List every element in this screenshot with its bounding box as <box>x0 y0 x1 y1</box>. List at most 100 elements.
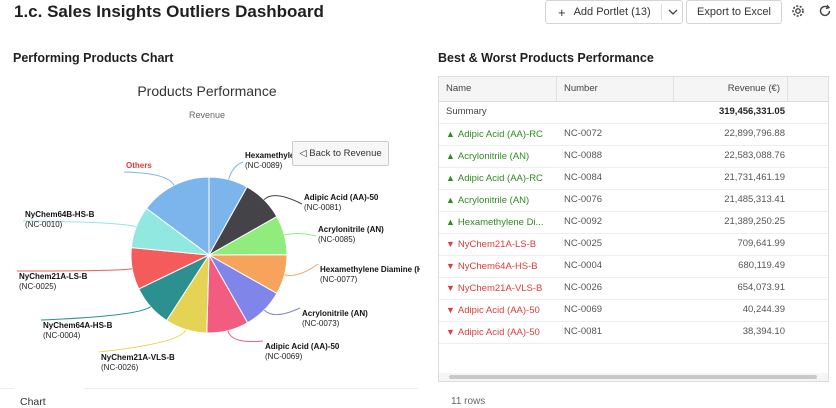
add-portlet-label: Add Portlet (13) <box>573 6 651 18</box>
summary-revenue: 319,456,331.05 <box>718 106 785 117</box>
pie-label-number: (NC-0085) <box>318 235 356 244</box>
row-revenue: 38,394.10 <box>742 326 785 337</box>
table-row[interactable]: ▲ Acrylonitrile (AN) NC-0088 22,583,088.76 <box>439 145 828 168</box>
row-name: ▼ Adipic Acid (AA)-50 <box>446 299 558 321</box>
pie-label-name[interactable]: Others <box>126 161 152 170</box>
gear-icon[interactable] <box>791 4 805 21</box>
row-number: NC-0076 <box>564 194 603 205</box>
triangle-up-icon: ▲ <box>446 217 455 227</box>
table-row[interactable]: ▲ Adipic Acid (AA)-RC NC-0072 22,899,796.88 <box>439 123 828 146</box>
triangle-down-icon: ▼ <box>446 305 455 315</box>
row-number: NC-0026 <box>564 282 603 293</box>
table-row[interactable]: ▼ NyChem21A-LS-B NC-0025 709,641.99 <box>439 233 828 256</box>
triangle-up-icon: ▲ <box>446 129 455 139</box>
row-name-text: Acrylonitrile (AN) <box>457 151 530 162</box>
pie-connector-line <box>263 195 303 205</box>
pie-label-name: Hexamethylene Diamine (HMD) <box>320 265 420 274</box>
column-header-name[interactable]: Name <box>439 77 557 101</box>
row-name-text: Adipic Acid (AA)-RC <box>457 129 543 140</box>
pie-chart: Products Performance Revenue Hexamethyle… <box>16 83 420 372</box>
row-name-text: NyChem64A-HS-B <box>457 261 538 272</box>
triangle-up-icon: ▲ <box>446 151 455 161</box>
table-row[interactable]: ▲ Acrylonitrile (AN) NC-0076 21,485,313.41 <box>439 189 828 212</box>
horizontal-scrollbar[interactable] <box>439 373 828 381</box>
table-row[interactable]: ▲ Adipic Acid (AA)-RC NC-0084 21,731,461.19 <box>439 167 828 190</box>
triangle-down-icon: ▼ <box>446 283 455 293</box>
row-name-text: Acrylonitrile (AN) <box>457 195 530 206</box>
pie-connector-line <box>98 329 187 353</box>
pie-connector-line <box>284 232 317 237</box>
pie-label-name: Adipic Acid (AA)-50 <box>304 193 379 202</box>
pie-connector-line <box>40 306 151 321</box>
pie-connector-line <box>16 268 133 272</box>
triangle-down-icon: ▼ <box>446 327 455 337</box>
table-row[interactable]: ▼ NyChem64A-HS-B NC-0004 680,119.49 <box>439 255 828 278</box>
pie-connector-line <box>123 171 175 186</box>
pie-label-number: (NC-0025) <box>19 282 57 291</box>
row-name-text: Adipic Acid (AA)-50 <box>457 327 540 338</box>
row-number: NC-0092 <box>564 216 603 227</box>
pie-connector-line <box>22 220 137 228</box>
triangle-down-icon: ▼ <box>446 261 455 271</box>
refresh-icon[interactable] <box>818 4 832 21</box>
row-number: NC-0072 <box>564 128 603 139</box>
chart-subtitle: Revenue <box>189 110 225 120</box>
back-to-revenue-button[interactable]: ◁ Back to Revenue <box>292 141 389 166</box>
pie-label-number: (NC-0073) <box>302 319 340 328</box>
column-header-revenue[interactable]: Revenue (€) <box>674 77 788 101</box>
export-excel-button[interactable]: Export to Excel <box>686 0 782 24</box>
triangle-up-icon: ▲ <box>446 173 455 183</box>
row-name-text: Hexamethylene Di... <box>457 217 544 228</box>
pie-label-number: (NC-0077) <box>320 275 358 284</box>
plus-icon: + <box>558 4 566 20</box>
add-portlet-button[interactable]: + Add Portlet (13) <box>545 0 683 24</box>
row-revenue: 654,073.91 <box>737 282 785 293</box>
column-header-number[interactable]: Number <box>557 77 674 101</box>
pie-label-number: (NC-0026) <box>101 363 139 372</box>
table-row[interactable]: ▼ Adipic Acid (AA)-50 NC-0081 38,394.10 <box>439 321 828 344</box>
pie-label-number: (NC-0069) <box>265 352 303 361</box>
pie-label-name: NyChem21A-LS-B <box>19 272 88 281</box>
row-revenue: 22,583,088.76 <box>724 150 785 161</box>
table-row[interactable]: ▼ NyChem21A-VLS-B NC-0026 654,073.91 <box>439 277 828 300</box>
scrollbar-thumb[interactable] <box>449 375 817 379</box>
chevron-down-icon[interactable] <box>668 5 678 22</box>
table-header: Name Number Revenue (€) <box>439 77 828 102</box>
tab-chart[interactable]: Chart <box>14 388 84 408</box>
row-name: ▲ Hexamethylene Di... <box>446 211 558 233</box>
row-name: ▼ NyChem21A-VLS-B <box>446 277 558 299</box>
row-revenue: 21,485,313.41 <box>724 194 785 205</box>
row-number: NC-0081 <box>564 326 603 337</box>
row-name-text: Adipic Acid (AA)-50 <box>457 305 540 316</box>
summary-label: Summary <box>446 106 487 117</box>
table-panel-title: Best & Worst Products Performance <box>438 51 654 65</box>
pie-connector-line <box>263 307 301 316</box>
products-table: Name Number Revenue (€) Summary 319,456,… <box>438 76 829 382</box>
pie-label-number: (NC-0004) <box>43 331 81 340</box>
row-number: NC-0088 <box>564 150 603 161</box>
row-name-text: NyChem21A-LS-B <box>457 239 537 250</box>
button-divider <box>661 4 662 20</box>
row-revenue: 680,119.49 <box>738 260 785 271</box>
row-number: NC-0004 <box>564 260 603 271</box>
row-number: NC-0069 <box>564 304 603 315</box>
row-name: ▲ Adipic Acid (AA)-RC <box>446 167 558 189</box>
rows-count: 11 rows <box>451 396 486 407</box>
triangle-up-icon: ▲ <box>446 195 455 205</box>
triangle-down-icon: ▼ <box>446 239 455 249</box>
pie-label-name: Adipic Acid (AA)-50 <box>265 342 340 351</box>
page-title: 1.c. Sales Insights Outliers Dashboard <box>14 2 324 21</box>
chart-panel-title: Performing Products Chart <box>13 51 174 65</box>
pie-label-name: NyChem21A-VLS-B <box>101 353 175 362</box>
row-name-text: Adipic Acid (AA)-RC <box>457 173 543 184</box>
row-name: ▼ Adipic Acid (AA)-50 <box>446 321 558 343</box>
pie-label-name: Acrylonitrile (AN) <box>302 309 368 318</box>
table-row[interactable]: ▼ Adipic Acid (AA)-50 NC-0069 40,244.39 <box>439 299 828 322</box>
row-revenue: 709,641.99 <box>737 238 785 249</box>
summary-row: Summary 319,456,331.05 <box>439 101 828 124</box>
pie-connector-line <box>284 263 319 276</box>
table-row[interactable]: ▲ Hexamethylene Di... NC-0092 21,389,250.25 <box>439 211 828 234</box>
pie-label-number: (NC-0081) <box>304 203 342 212</box>
row-number: NC-0084 <box>564 172 603 183</box>
pie-label-name: Acrylonitrile (AN) <box>318 225 384 234</box>
